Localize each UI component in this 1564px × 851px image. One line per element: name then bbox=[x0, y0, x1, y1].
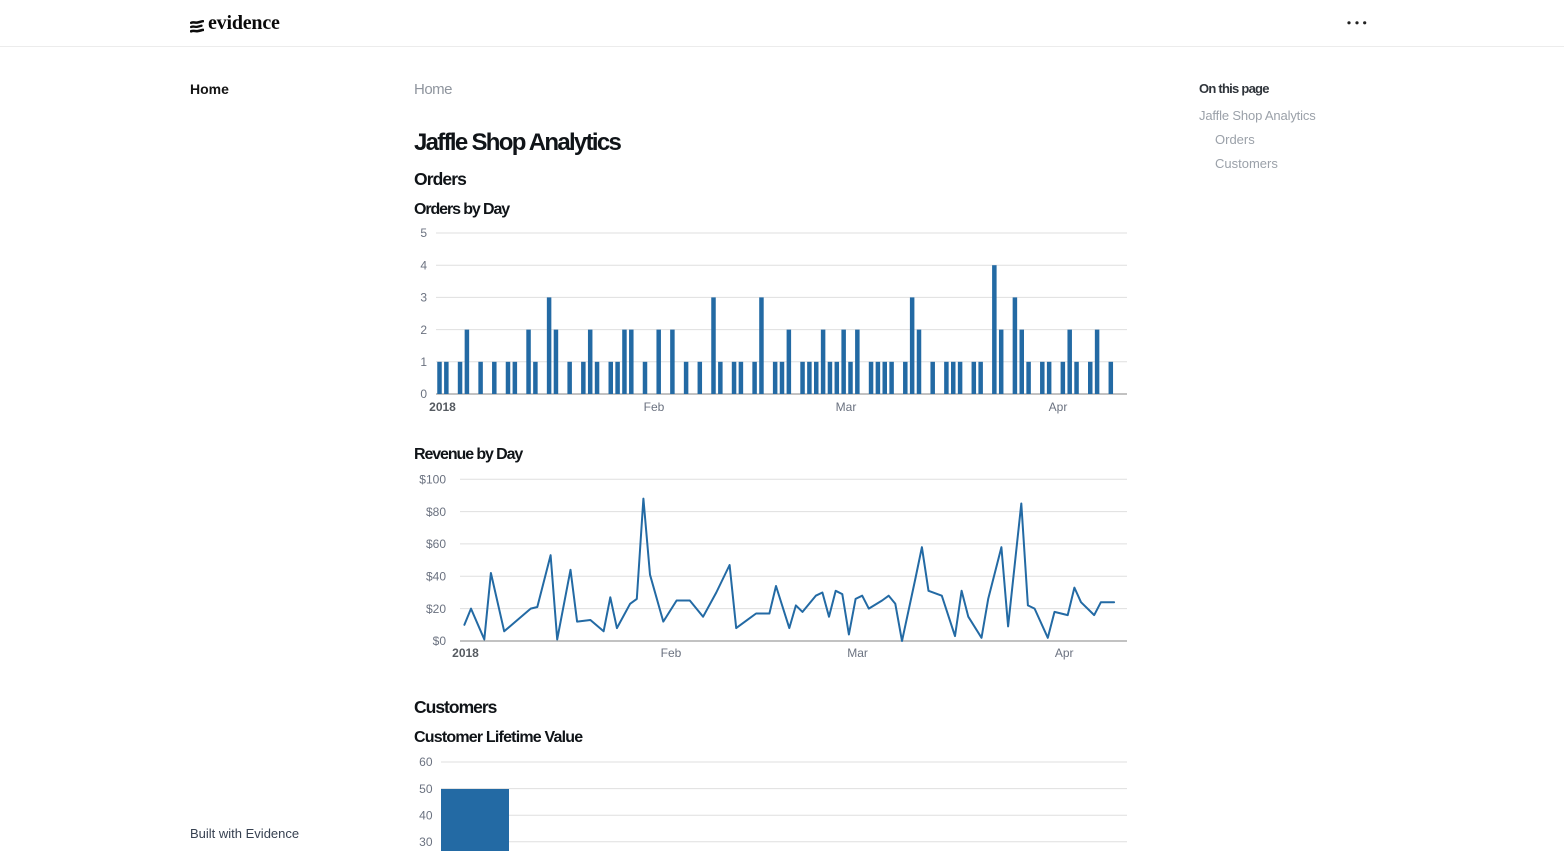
svg-text:5: 5 bbox=[420, 226, 427, 240]
svg-text:50: 50 bbox=[419, 782, 433, 796]
svg-text:2018: 2018 bbox=[429, 400, 456, 414]
svg-text:Feb: Feb bbox=[644, 400, 665, 414]
svg-text:$80: $80 bbox=[426, 505, 446, 519]
svg-text:Apr: Apr bbox=[1055, 646, 1074, 660]
svg-text:Mar: Mar bbox=[847, 646, 868, 660]
svg-text:$100: $100 bbox=[419, 472, 446, 486]
svg-text:Apr: Apr bbox=[1049, 400, 1068, 414]
svg-text:3: 3 bbox=[420, 291, 427, 305]
svg-text:Mar: Mar bbox=[836, 400, 857, 414]
svg-text:$20: $20 bbox=[426, 602, 446, 616]
svg-text:30: 30 bbox=[419, 835, 433, 849]
svg-text:40: 40 bbox=[419, 808, 433, 822]
svg-text:$60: $60 bbox=[426, 537, 446, 551]
svg-text:4: 4 bbox=[420, 258, 427, 272]
svg-text:1: 1 bbox=[420, 355, 427, 369]
svg-text:$0: $0 bbox=[433, 634, 447, 648]
svg-text:Feb: Feb bbox=[661, 646, 682, 660]
svg-text:60: 60 bbox=[419, 755, 433, 769]
svg-text:2: 2 bbox=[420, 323, 427, 337]
svg-text:2018: 2018 bbox=[452, 646, 479, 660]
svg-text:$40: $40 bbox=[426, 570, 446, 584]
svg-text:0: 0 bbox=[420, 387, 427, 401]
